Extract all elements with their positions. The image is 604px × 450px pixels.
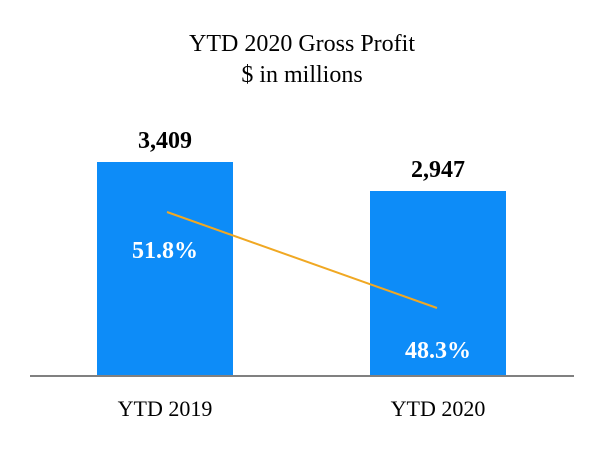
gross-margin-line xyxy=(166,211,438,309)
category-label: YTD 2020 xyxy=(391,396,486,421)
chart-title: YTD 2020 Gross Profit xyxy=(189,31,415,57)
bars-group xyxy=(97,162,506,376)
category-label: YTD 2019 xyxy=(118,396,213,421)
labels-group: 3,409 YTD 2019 2,947 YTD 2020 51.8% 48.3% xyxy=(118,128,486,421)
bar-2 xyxy=(370,191,506,376)
margin-percent-label: 48.3% xyxy=(405,338,471,364)
margin-percent-label: 51.8% xyxy=(132,238,198,264)
chart-subtitle: $ in millions xyxy=(241,62,362,88)
bar-value-label: 3,409 xyxy=(138,128,192,154)
margin-line-group xyxy=(166,211,438,309)
bar-value-label: 2,947 xyxy=(411,157,465,183)
bar-1 xyxy=(97,162,233,376)
